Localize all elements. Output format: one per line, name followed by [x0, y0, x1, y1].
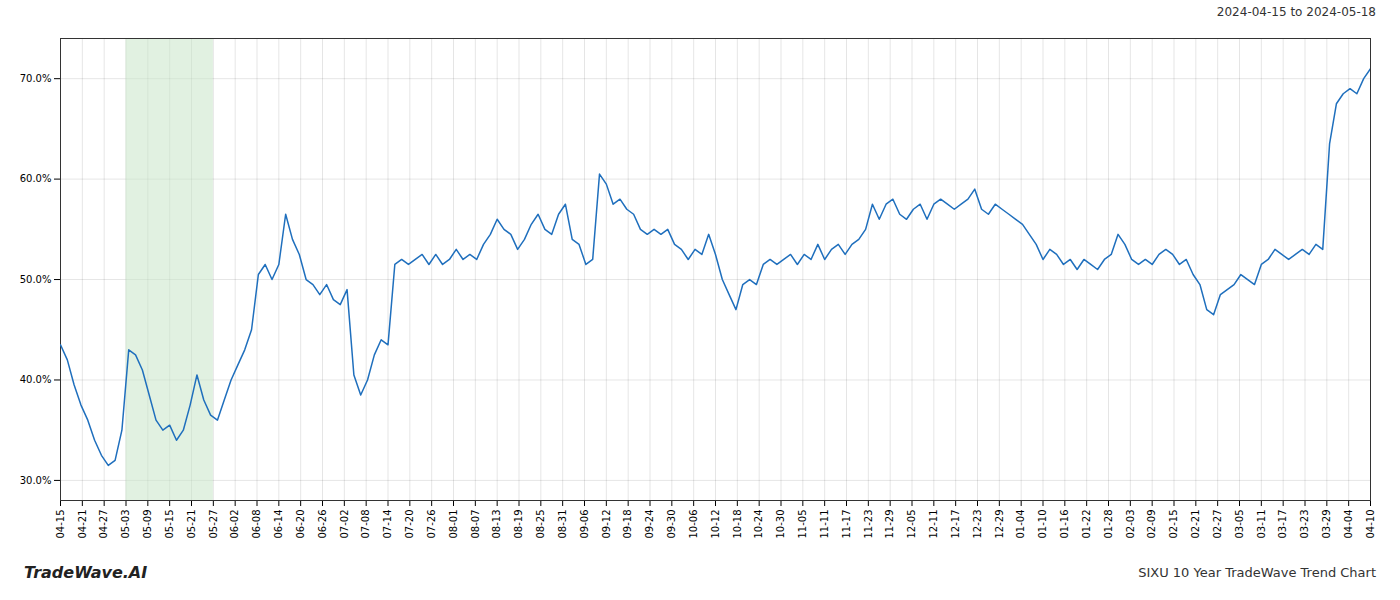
svg-text:09-18: 09-18	[622, 510, 633, 539]
svg-text:40.0%: 40.0%	[20, 374, 52, 385]
svg-text:06-20: 06-20	[295, 510, 306, 539]
svg-text:05-21: 05-21	[186, 510, 197, 539]
svg-text:08-19: 08-19	[513, 510, 524, 539]
svg-text:08-25: 08-25	[535, 510, 546, 539]
svg-text:08-13: 08-13	[491, 510, 502, 539]
svg-text:02-03: 02-03	[1125, 510, 1136, 539]
html-text:SIXU 10 Year TradeWave Trend C: SIXU 10 Year TradeWave Trend Chart	[1138, 564, 1376, 580]
svg-text:10-24: 10-24	[753, 510, 764, 539]
svg-text:07-20: 07-20	[404, 510, 415, 539]
svg-text:01-10: 01-10	[1037, 510, 1048, 539]
svg-text:08-31: 08-31	[557, 510, 568, 539]
svg-text:07-26: 07-26	[426, 510, 437, 539]
svg-text:12-05: 12-05	[906, 510, 917, 539]
svg-text:07-08: 07-08	[360, 510, 371, 539]
svg-text:11-11: 11-11	[819, 510, 830, 539]
svg-text:06-26: 06-26	[317, 510, 328, 539]
svg-text:01-22: 01-22	[1081, 510, 1092, 539]
svg-text:10-30: 10-30	[775, 510, 786, 539]
svg-text:09-06: 09-06	[579, 510, 590, 539]
svg-text:12-23: 12-23	[972, 510, 983, 539]
svg-text:07-02: 07-02	[339, 510, 350, 539]
svg-text:06-14: 06-14	[273, 510, 284, 539]
svg-text:12-29: 12-29	[994, 510, 1005, 539]
svg-text:03-11: 03-11	[1256, 510, 1267, 539]
svg-text:04-04: 04-04	[1343, 510, 1354, 539]
svg-text:08-07: 08-07	[470, 510, 481, 539]
svg-text:05-03: 05-03	[120, 510, 131, 539]
svg-text:04-27: 04-27	[98, 510, 109, 539]
svg-text:05-09: 05-09	[142, 510, 153, 539]
svg-text:09-12: 09-12	[601, 510, 612, 539]
svg-text:02-15: 02-15	[1168, 510, 1179, 539]
svg-text:01-28: 01-28	[1103, 510, 1114, 539]
svg-text:03-17: 03-17	[1277, 510, 1288, 539]
svg-text:11-17: 11-17	[841, 510, 852, 539]
html-text:2024-04-15 to 2024-05-18: 2024-04-15 to 2024-05-18	[1216, 5, 1376, 19]
svg-text:60.0%: 60.0%	[20, 173, 52, 184]
svg-text:01-16: 01-16	[1059, 510, 1070, 539]
svg-text:06-02: 06-02	[229, 510, 240, 539]
svg-text:08-01: 08-01	[448, 510, 459, 539]
svg-text:02-21: 02-21	[1190, 510, 1201, 539]
svg-text:12-17: 12-17	[950, 510, 961, 539]
svg-text:10-18: 10-18	[732, 510, 743, 539]
svg-text:01-04: 01-04	[1015, 510, 1026, 539]
svg-text:09-30: 09-30	[666, 510, 677, 539]
svg-text:12-11: 12-11	[928, 510, 939, 539]
svg-text:10-06: 10-06	[688, 510, 699, 539]
svg-text:04-21: 04-21	[77, 510, 88, 539]
svg-text:09-24: 09-24	[644, 510, 655, 539]
svg-text:04-10: 04-10	[1365, 510, 1376, 539]
svg-text:03-05: 03-05	[1234, 510, 1245, 539]
svg-text:11-29: 11-29	[884, 510, 895, 539]
svg-text:10-12: 10-12	[710, 510, 721, 539]
svg-text:50.0%: 50.0%	[20, 274, 52, 285]
svg-text:03-23: 03-23	[1299, 510, 1310, 539]
svg-text:02-09: 02-09	[1146, 510, 1157, 539]
svg-text:02-27: 02-27	[1212, 510, 1223, 539]
svg-text:11-05: 11-05	[797, 510, 808, 539]
svg-text:03-29: 03-29	[1321, 510, 1332, 539]
svg-text:70.0%: 70.0%	[20, 73, 52, 84]
svg-text:07-14: 07-14	[382, 510, 393, 539]
svg-text:06-08: 06-08	[251, 510, 262, 539]
svg-text:05-15: 05-15	[164, 510, 175, 539]
svg-text:04-15: 04-15	[55, 510, 66, 539]
svg-text:11-23: 11-23	[863, 510, 874, 539]
svg-text:30.0%: 30.0%	[20, 475, 52, 486]
svg-text:05-27: 05-27	[208, 510, 219, 539]
html-text:TradeWave.AI: TradeWave.AI	[24, 562, 148, 582]
